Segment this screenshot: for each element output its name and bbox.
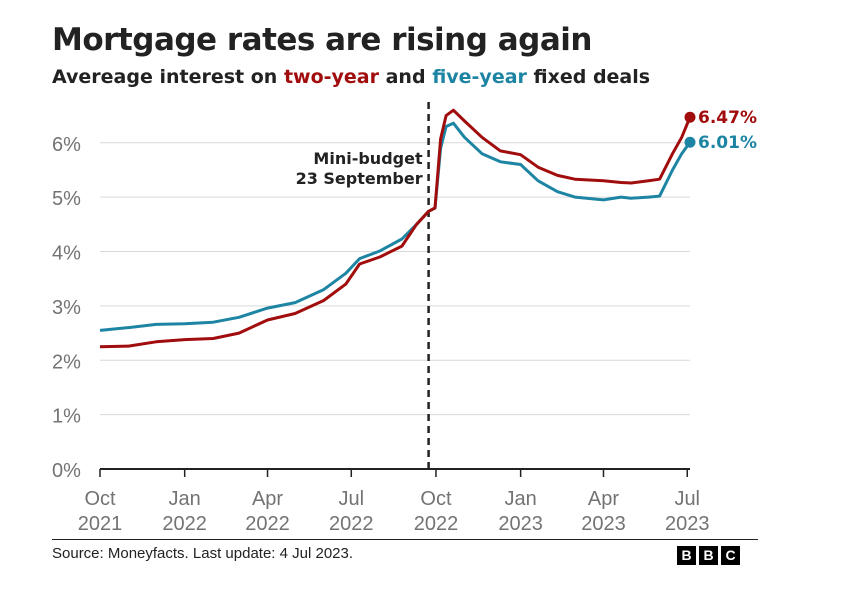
five-year-end-label: 6.01%: [698, 133, 757, 153]
x-tick-label: Jul: [338, 488, 364, 510]
y-tick-label: 1%: [52, 406, 81, 428]
x-tick-label: 2022: [162, 513, 207, 535]
x-tick-label: Jan: [169, 488, 201, 510]
x-tick-label: Apr: [588, 488, 619, 510]
x-tick-label: Oct: [420, 488, 452, 510]
x-tick-label: 2022: [245, 513, 290, 535]
chart-title: Mortgage rates are rising again: [52, 22, 592, 58]
x-tick-label: 2021: [78, 513, 123, 535]
logo-letter: B: [699, 546, 718, 565]
x-tick-label: Jan: [505, 488, 537, 510]
x-tick-label: Apr: [252, 488, 283, 510]
x-tick-label: 2023: [665, 513, 710, 535]
series-lines: 6.01% 6.47%: [99, 108, 757, 349]
subtitle-prefix: Avereage interest on: [52, 66, 284, 88]
five-year-line: [99, 121, 692, 332]
gridlines: 0% 1% 2% 3% 4% 5% 6%: [52, 134, 690, 482]
two-year-end-label: 6.47%: [698, 108, 757, 128]
bbc-logo: B B C: [677, 546, 740, 565]
subtitle-suffix: fixed deals: [526, 66, 651, 88]
x-tick-label: 2022: [329, 513, 374, 535]
logo-letter: B: [677, 546, 696, 565]
subtitle-two-year: two-year: [283, 66, 379, 88]
source-note: Source: Moneyfacts. Last update: 4 Jul 2…: [52, 545, 354, 562]
y-tick-label: 0%: [52, 460, 81, 482]
subtitle-mid: and: [379, 66, 433, 88]
two-year-end-point: [684, 111, 696, 123]
x-tick-label: Oct: [84, 488, 116, 510]
x-tick-label: 2023: [498, 513, 543, 535]
logo-letter: C: [721, 546, 740, 565]
footer-divider: [52, 539, 758, 540]
two-year-line: [99, 108, 692, 349]
subtitle-five-year: five-year: [432, 66, 527, 88]
y-tick-label: 3%: [52, 297, 81, 319]
annotation-label: 23 September: [296, 169, 423, 188]
y-tick-label: 6%: [52, 134, 81, 156]
x-tick-label: 2022: [414, 513, 459, 535]
five-year-end-point: [684, 136, 696, 148]
x-axis: Oct 2021 Jan 2022 Apr 2022 Jul 2022 Oct 2022 Jan 20…: [78, 468, 710, 535]
y-tick-label: 5%: [52, 188, 81, 210]
x-tick-label: Jul: [674, 488, 700, 510]
chart-subtitle: Avereage interest on two-year and five-y…: [52, 66, 650, 88]
annotation-label: Mini-budget: [313, 149, 423, 168]
y-tick-label: 4%: [52, 243, 81, 265]
x-tick-label: 2023: [581, 513, 626, 535]
y-tick-label: 2%: [52, 351, 81, 373]
